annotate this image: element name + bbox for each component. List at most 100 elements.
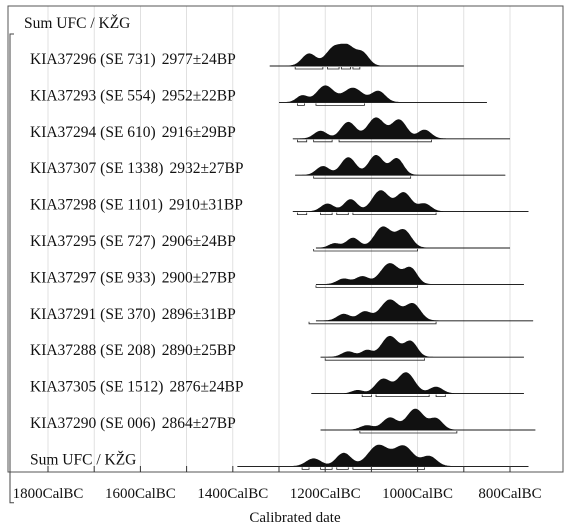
- series-row: KIA37297 (SE 933) 2900±27BP: [30, 263, 524, 288]
- range-bracket: [336, 467, 349, 470]
- series-row: KIA37291 (SE 370) 2896±31BP: [30, 299, 534, 325]
- probability-distribution: [269, 43, 464, 67]
- series-bp: 2952±22BP: [162, 87, 236, 104]
- series-name: KIA37290 (SE 006): [30, 415, 156, 432]
- group-label: Sum UFC / KŽG: [24, 15, 130, 32]
- x-tick-label: 1600CalBC: [105, 486, 176, 502]
- range-bracket: [320, 212, 333, 215]
- series-label: KIA37298 (SE 1101) 2910±31BP: [30, 197, 243, 214]
- series-name: KIA37295 (SE 727): [30, 233, 156, 250]
- series-label: KIA37290 (SE 006) 2864±27BP: [30, 415, 236, 432]
- series-bp: 2890±25BP: [162, 342, 236, 359]
- series-bp: 2977±24BP: [162, 51, 236, 68]
- series-label: KIA37305 (SE 1512) 2876±24BP: [30, 379, 243, 396]
- series-name: KIA37288 (SE 208): [30, 342, 156, 359]
- series-name: KIA37305 (SE 1512): [30, 379, 163, 396]
- probability-distribution: [311, 372, 524, 394]
- x-tick-label: 1200CalBC: [290, 486, 361, 502]
- probability-distribution: [292, 190, 529, 212]
- series-bp: 2896±31BP: [162, 306, 236, 323]
- series-row: KIA37307 (SE 1338) 2932±27BP: [30, 155, 506, 179]
- series-label: KIA37297 (SE 933) 2900±27BP: [30, 269, 236, 286]
- range-bracket: [313, 139, 333, 143]
- x-tick-label: 800CalBC: [478, 486, 541, 502]
- range-bracket: [359, 431, 458, 434]
- series-name: KIA37293 (SE 554): [30, 87, 156, 104]
- series-label: KIA37307 (SE 1338) 2932±27BP: [30, 160, 243, 177]
- series-bp: 2900±27BP: [162, 269, 236, 286]
- series-row: KIA37296 (SE 731) 2977±24BP: [30, 43, 464, 70]
- series-label: KIA37291 (SE 370) 2896±31BP: [30, 306, 236, 323]
- range-bracket: [375, 394, 430, 397]
- probability-distribution: [320, 335, 524, 358]
- range-bracket: [315, 103, 365, 106]
- series-label: KIA37296 (SE 731) 2977±24BP: [30, 51, 236, 68]
- range-bracket: [301, 467, 310, 470]
- series-name: KIA37294 (SE 610): [30, 124, 156, 141]
- x-axis: 1800CalBC 1600CalBC 1400CalBC 1200CalBC 1000…: [13, 466, 542, 502]
- range-bracket: [308, 321, 437, 325]
- series-group: KIA37296 (SE 731) 2977±24BP KIA37293 (SE 5…: [30, 43, 536, 470]
- probability-distribution: [279, 85, 487, 103]
- series-row: KIA37295 (SE 727) 2906±24BP: [30, 226, 510, 252]
- series-name: KIA37307 (SE 1338): [30, 160, 163, 177]
- probability-distribution: [292, 117, 510, 140]
- series-row: KIA37290 (SE 006) 2864±27BP: [30, 408, 536, 434]
- series-row: KIA37294 (SE 610) 2916±29BP: [30, 117, 510, 143]
- series-bp: 2864±27BP: [162, 415, 236, 432]
- series-name: KIA37298 (SE 1101): [30, 197, 163, 214]
- probability-distribution: [315, 263, 524, 285]
- range-bracket: [297, 103, 305, 106]
- series-label: KIA37293 (SE 554) 2952±22BP: [30, 87, 236, 104]
- series-bp: 2910±31BP: [169, 197, 243, 214]
- series-name: KIA37291 (SE 370): [30, 306, 156, 323]
- range-bracket: [327, 67, 340, 70]
- series-bp: 2932±27BP: [169, 160, 243, 177]
- series-label: Sum UFC / KŽG: [30, 451, 136, 468]
- gridlines: [47, 6, 511, 472]
- x-axis-label: Calibrated date: [249, 510, 341, 526]
- x-tick-label: 1400CalBC: [197, 486, 268, 502]
- bracket-line: [9, 33, 14, 504]
- range-bracket: [324, 358, 425, 361]
- range-bracket: [313, 176, 412, 179]
- probability-distribution: [295, 155, 505, 176]
- range-bracket: [320, 467, 333, 470]
- series-bp: 2916±29BP: [162, 124, 236, 141]
- probability-distribution: [237, 444, 529, 467]
- series-row: KIA37293 (SE 554) 2952±22BP: [30, 85, 487, 106]
- series-label: KIA37295 (SE 727) 2906±24BP: [30, 233, 236, 250]
- series-bp: 2876±24BP: [169, 379, 243, 396]
- series-row: KIA37305 (SE 1512) 2876±24BP: [30, 372, 524, 397]
- range-bracket: [297, 212, 308, 215]
- range-bracket: [340, 67, 352, 70]
- range-bracket: [338, 139, 432, 143]
- range-bracket: [294, 67, 324, 70]
- range-bracket: [352, 67, 361, 70]
- group-bracket: Sum UFC / KŽG: [9, 15, 130, 504]
- series-bp: 2906±24BP: [162, 233, 236, 250]
- series-row: Sum UFC / KŽG: [30, 444, 529, 470]
- x-tick-label: 1000CalBC: [382, 486, 453, 502]
- probability-distribution: [320, 408, 535, 431]
- range-bracket: [435, 394, 446, 397]
- series-label: KIA37294 (SE 610) 2916±29BP: [30, 124, 236, 141]
- x-tick-label: 1800CalBC: [13, 486, 84, 502]
- probability-distribution: [315, 226, 510, 249]
- range-bracket: [336, 212, 349, 215]
- range-bracket: [352, 212, 437, 215]
- range-bracket: [352, 467, 425, 470]
- probability-distribution: [315, 299, 534, 322]
- series-name: KIA37296 (SE 731): [30, 51, 156, 68]
- range-bracket: [361, 394, 372, 397]
- series-name: Sum UFC / KŽG: [30, 451, 136, 468]
- range-bracket: [313, 249, 418, 252]
- range-bracket: [297, 139, 308, 143]
- series-row: KIA37288 (SE 208) 2890±25BP: [30, 335, 524, 361]
- plot-frame: [7, 5, 564, 473]
- series-row: KIA37298 (SE 1101) 2910±31BP: [30, 190, 529, 215]
- range-bracket: [315, 285, 418, 288]
- series-label: KIA37288 (SE 208) 2890±25BP: [30, 342, 236, 359]
- series-name: KIA37297 (SE 933): [30, 269, 156, 286]
